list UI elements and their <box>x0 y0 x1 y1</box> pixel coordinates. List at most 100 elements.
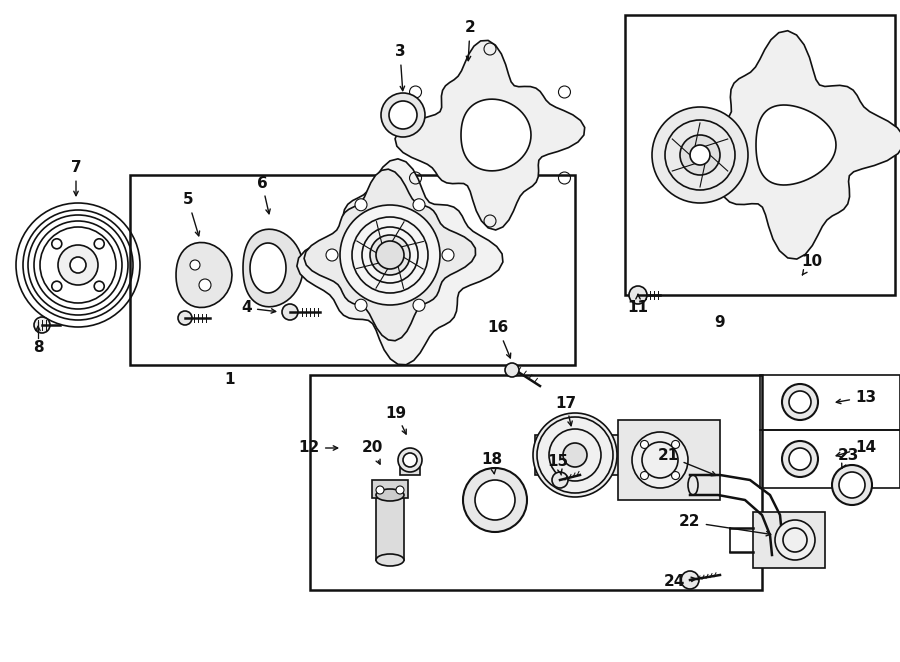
Circle shape <box>413 299 425 311</box>
Ellipse shape <box>376 489 404 501</box>
Circle shape <box>680 135 720 175</box>
Circle shape <box>775 520 815 560</box>
Text: 4: 4 <box>241 301 275 316</box>
Circle shape <box>396 486 404 494</box>
Circle shape <box>190 260 200 270</box>
Text: 20: 20 <box>361 440 382 464</box>
Text: 1: 1 <box>225 372 235 387</box>
Circle shape <box>370 235 410 275</box>
Bar <box>753 512 825 568</box>
Polygon shape <box>250 243 286 293</box>
Text: 15: 15 <box>547 455 569 475</box>
Text: 12: 12 <box>299 440 338 455</box>
Text: 3: 3 <box>395 44 405 91</box>
Circle shape <box>52 239 62 249</box>
Circle shape <box>559 439 591 471</box>
Circle shape <box>199 279 211 291</box>
Text: 6: 6 <box>256 175 270 214</box>
Circle shape <box>567 447 583 463</box>
Circle shape <box>403 453 417 467</box>
Text: 7: 7 <box>71 160 81 196</box>
Text: 24: 24 <box>663 575 696 589</box>
Circle shape <box>463 468 527 532</box>
Text: 16: 16 <box>488 320 510 358</box>
Text: 21: 21 <box>657 448 716 476</box>
Ellipse shape <box>376 554 404 566</box>
Polygon shape <box>461 99 531 171</box>
Text: 5: 5 <box>183 193 200 236</box>
Circle shape <box>398 448 422 472</box>
Circle shape <box>70 257 86 273</box>
Text: 11: 11 <box>627 295 649 316</box>
Circle shape <box>671 440 680 448</box>
Circle shape <box>789 448 811 470</box>
Text: 14: 14 <box>836 440 876 457</box>
Circle shape <box>58 245 98 285</box>
Text: 10: 10 <box>801 254 823 275</box>
Bar <box>535 435 625 475</box>
Polygon shape <box>176 242 232 307</box>
Circle shape <box>376 486 384 494</box>
Circle shape <box>94 239 104 249</box>
Circle shape <box>52 281 62 291</box>
Circle shape <box>475 480 515 520</box>
Circle shape <box>533 413 617 497</box>
Circle shape <box>537 417 613 493</box>
Circle shape <box>34 317 50 333</box>
Bar <box>310 375 762 590</box>
Circle shape <box>789 391 811 413</box>
Circle shape <box>355 199 367 211</box>
Circle shape <box>552 472 568 488</box>
Circle shape <box>681 571 699 589</box>
Circle shape <box>381 93 425 137</box>
Polygon shape <box>395 40 585 230</box>
Circle shape <box>782 441 818 477</box>
Circle shape <box>340 205 440 305</box>
Text: 17: 17 <box>555 395 577 426</box>
Polygon shape <box>363 220 447 305</box>
Bar <box>760 430 900 488</box>
Circle shape <box>671 471 680 479</box>
Polygon shape <box>756 105 836 185</box>
Polygon shape <box>304 169 475 341</box>
Text: 13: 13 <box>836 389 876 404</box>
Circle shape <box>629 286 647 304</box>
Text: 18: 18 <box>482 453 502 474</box>
Bar <box>372 480 408 498</box>
Text: 19: 19 <box>385 406 407 434</box>
Circle shape <box>832 465 872 505</box>
Circle shape <box>632 432 688 488</box>
Circle shape <box>505 363 519 377</box>
Circle shape <box>389 101 417 129</box>
Circle shape <box>94 281 104 291</box>
Circle shape <box>782 384 818 420</box>
Polygon shape <box>243 229 303 307</box>
Circle shape <box>380 245 400 265</box>
Bar <box>618 420 720 500</box>
Bar <box>625 15 895 295</box>
Circle shape <box>652 107 748 203</box>
Text: 8: 8 <box>32 340 43 355</box>
Circle shape <box>641 471 648 479</box>
Circle shape <box>355 299 367 311</box>
Text: 22: 22 <box>680 514 770 536</box>
Bar <box>130 175 575 365</box>
Bar <box>760 375 900 430</box>
Text: 9: 9 <box>715 315 725 330</box>
Circle shape <box>563 443 587 467</box>
Circle shape <box>413 199 425 211</box>
Bar <box>400 460 420 475</box>
Circle shape <box>178 311 192 325</box>
Polygon shape <box>297 159 503 365</box>
Circle shape <box>282 304 298 320</box>
Circle shape <box>442 249 454 261</box>
Circle shape <box>690 145 710 165</box>
Text: 23: 23 <box>837 448 859 468</box>
Circle shape <box>641 440 648 448</box>
Circle shape <box>376 241 404 269</box>
Bar <box>376 495 404 560</box>
Polygon shape <box>676 30 900 259</box>
Text: 2: 2 <box>464 21 475 61</box>
Circle shape <box>326 249 338 261</box>
Circle shape <box>839 472 865 498</box>
